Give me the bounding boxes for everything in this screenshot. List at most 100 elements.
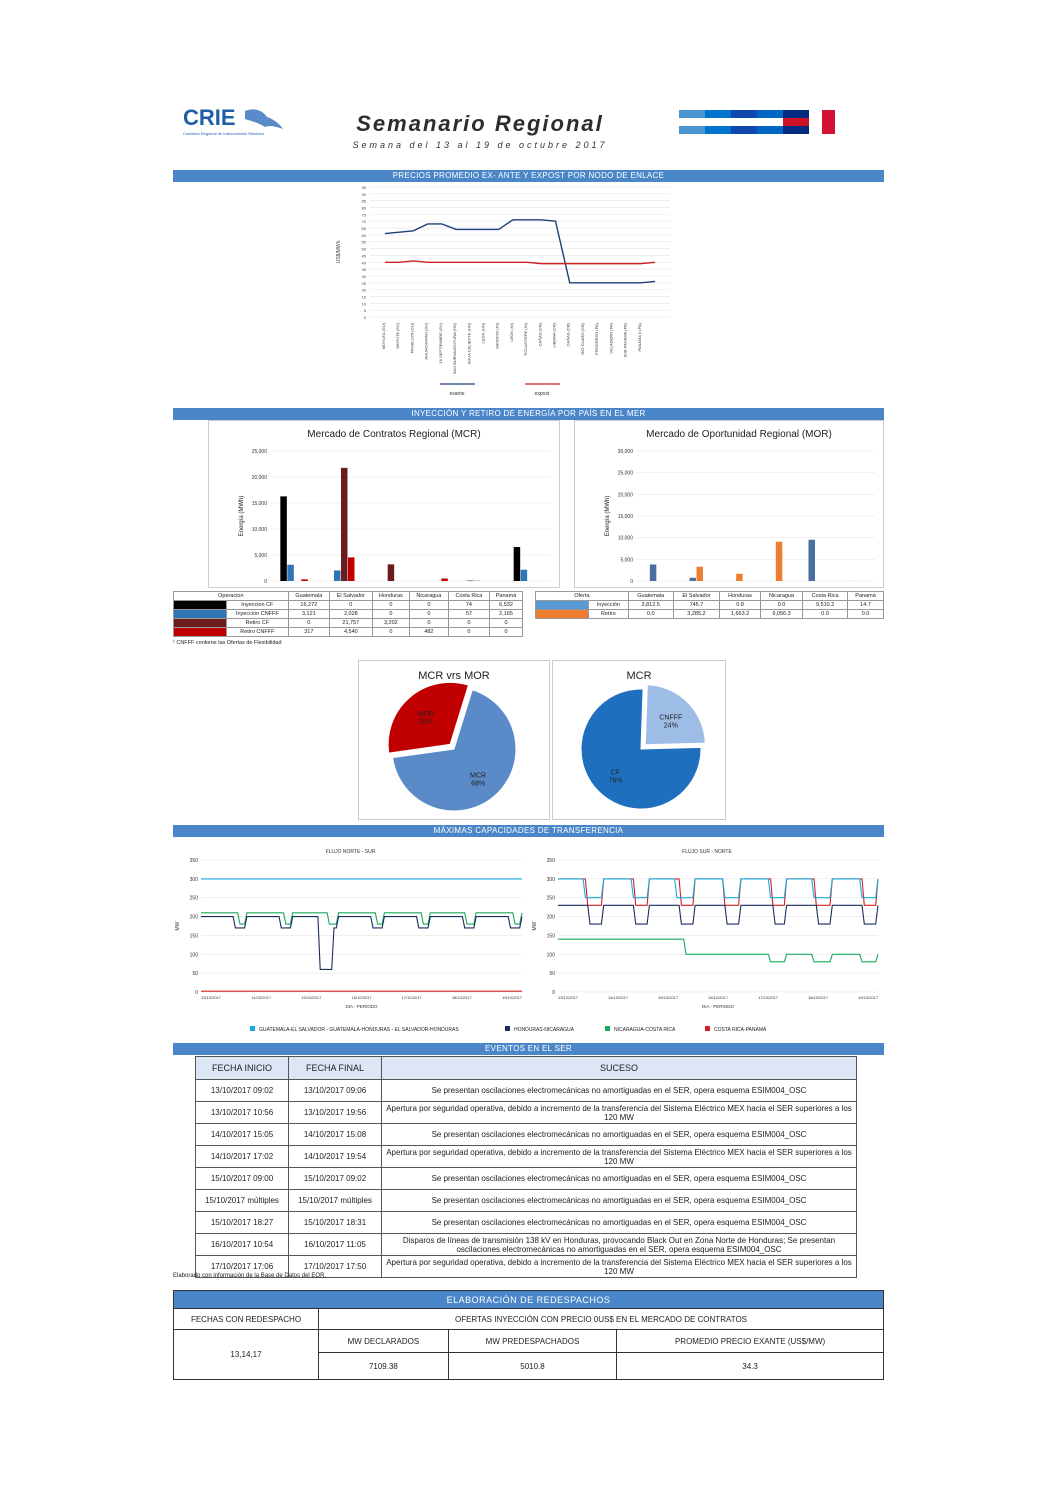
row-swatch [535, 609, 589, 619]
table-cell: 6,532 [489, 600, 523, 610]
bar-Guatemala-Inyeccion CNFFF [287, 564, 294, 581]
y-tick-label: 55 [362, 240, 367, 245]
y-tick-label: 30,000 [618, 449, 634, 455]
table-cell: 9,510.2 [802, 600, 849, 610]
table-cell: 745.7 [672, 600, 721, 610]
table-cell: 317 [287, 627, 330, 637]
flow-line-hn-nic [558, 904, 879, 925]
x-tick-label: SAN BUENAVENTURA (HN) [452, 322, 457, 374]
y-tick-label: 5 [364, 308, 367, 313]
section-precios-header: PRECIOS PROMEDIO EX- ANTE Y EXPOST POR N… [173, 170, 884, 182]
series-line-expost [385, 260, 656, 265]
x-tick-label: PANAMA II (PA) [637, 322, 642, 351]
bar-Panamá-Inyeccion CF [513, 547, 521, 581]
pie-mcr-mor-box: MCR vrs MOR MOR 32% MCR 68% [358, 660, 550, 820]
legend-label-expost: expost [535, 391, 550, 397]
table-cell: 0 [408, 609, 449, 619]
table-cell: Se presentan oscilaciones electromecánic… [381, 1167, 857, 1190]
y-tick-label: 10,000 [252, 527, 268, 533]
y-tick-label: 85 [362, 199, 367, 204]
logo-subtitle: Comisión Regional de Interconexión Eléct… [183, 131, 264, 136]
table-cell: Apertura por seguridad operativa, debido… [381, 1145, 857, 1168]
transfer-legend: GUATEMALA-EL SALVADOR - GUATEMALA-HONDUR… [250, 1024, 870, 1036]
table-cell: Se presentan oscilaciones electromecánic… [381, 1211, 857, 1234]
header-cell: Operacion [173, 591, 289, 601]
bar-Guatemala-Inyección [649, 564, 657, 581]
table-cell: 15/10/2017 18:27 [195, 1211, 289, 1234]
y-tick-label: 0 [195, 990, 198, 996]
y-tick-label: 0 [552, 990, 555, 996]
bar-Guatemala-Inyeccion CF [280, 496, 287, 581]
table-row: Retiro 0.0 3,285.2 1,663.2 9,056.3 0.0 0.0 [535, 609, 884, 619]
bar-El Salvador-Retiro CF [341, 467, 348, 581]
pie-label-CNFFF: CNFFF [659, 714, 682, 721]
transfer-legend-item: NICARAGUA-COSTA RICA [605, 1026, 675, 1033]
value-precio: 34.3 [616, 1352, 884, 1380]
legend-label: GUATEMALA-EL SALVADOR - GUATEMALA-HONDUR… [259, 1027, 459, 1033]
table-cell: 9,056.3 [759, 609, 804, 619]
crie-logo: CRIE Comisión Regional de Interconexión … [183, 105, 295, 139]
y-tick-label: 40 [362, 260, 367, 265]
bar-Costa Rica-Inyección [808, 539, 815, 581]
flag-guatemala [679, 110, 705, 134]
x-tick-label: PANALUYA (GU) [409, 322, 414, 353]
y-tick-label: 250 [547, 896, 556, 902]
logo-text: CRIE [183, 105, 236, 130]
table-cell: 482 [408, 627, 449, 637]
y-axis-label: MW [175, 921, 181, 930]
sub-precio: PROMEDIO PRECIO EXANTE (US$/MW) [616, 1329, 884, 1353]
y-tick-label: 20 [362, 288, 367, 293]
y-axis-label: Energía (MWh) [605, 496, 611, 537]
table-cell: 15/10/2017 múltiples [288, 1189, 382, 1212]
table-row: Inyeccion CF 16,272 0 0 0 74 6,532 [173, 600, 523, 610]
y-tick-label: 90 [362, 192, 367, 197]
y-tick-label: 65 [362, 226, 367, 231]
table-cell: 21,757 [328, 618, 373, 628]
x-tick-label: 19/10/2017 [858, 995, 879, 1000]
header-cell: Guatemala [287, 591, 330, 601]
table-cell: 16/10/2017 11:05 [288, 1233, 382, 1256]
y-tick-label: 5,000 [620, 557, 633, 563]
table-cell: 0 [447, 618, 491, 628]
chart-title: Mercado de Oportunidad Regional (MOR) [646, 429, 832, 440]
y-tick-label: 15,000 [618, 514, 634, 520]
y-tick-label: 45 [362, 253, 367, 258]
transfer-legend-item: GUATEMALA-EL SALVADOR - GUATEMALA-HONDUR… [250, 1026, 459, 1033]
table-cell: 0.0 [627, 609, 674, 619]
header-cell: El Salvador [328, 591, 373, 601]
legend-label: COSTA RICA-PANAMÁ [714, 1027, 767, 1033]
table-cell: Se presentan oscilaciones electromecánic… [381, 1123, 857, 1146]
table-cell: 13/10/2017 09:06 [288, 1079, 382, 1102]
pie-slice-MCR [392, 689, 517, 812]
country-flags [679, 110, 859, 134]
eventos-header-cell: FECHA INICIO [195, 1056, 289, 1080]
flow-line-cr-pa [558, 878, 879, 906]
y-tick-label: 250 [190, 896, 199, 902]
table-cell: 16/10/2017 10:54 [195, 1233, 289, 1256]
x-tick-label: AHUACHAPAN (SV) [424, 322, 429, 359]
chart-title: FLUJO SUR - NORTE [682, 849, 732, 855]
x-tick-label: MOYUTA (SV) [395, 322, 400, 348]
legend-swatch [505, 1026, 510, 1031]
row-swatch [173, 618, 227, 628]
pie-slice-MOR [387, 681, 470, 754]
x-tick-label: 19/10/2017 [502, 995, 523, 1000]
table-cell: 57 [447, 609, 491, 619]
bar-Nicaragua-Retiro CNFFF [441, 578, 448, 581]
table-cell: 14/10/2017 15:08 [288, 1123, 382, 1146]
table-cell: 3,121 [287, 609, 330, 619]
table-cell: 14/10/2017 17:02 [195, 1145, 289, 1168]
flow-line-nic-cr [201, 912, 523, 925]
y-axis-label: MW [532, 921, 538, 930]
y-axis-label: US$/MWh [336, 240, 342, 263]
col-fechas: FECHAS CON REDESPACHO [173, 1308, 319, 1330]
section-maximas-header: MÁXIMAS CAPACIDADES DE TRANSFERENCIA [173, 825, 884, 837]
table-cell: Se presentan oscilaciones electromecánic… [381, 1079, 857, 1102]
transfer-legend-item: HONDURAS-NICARAGUA [505, 1026, 574, 1033]
table-cell: 2,028 [328, 609, 373, 619]
row-label: Retiro CF [226, 618, 289, 628]
header-cell: El Salvador [672, 591, 721, 601]
mcr-bar-chart: Mercado de Contratos Regional (MCR) Energ… [239, 429, 551, 585]
table-cell: 4,540 [328, 627, 373, 637]
